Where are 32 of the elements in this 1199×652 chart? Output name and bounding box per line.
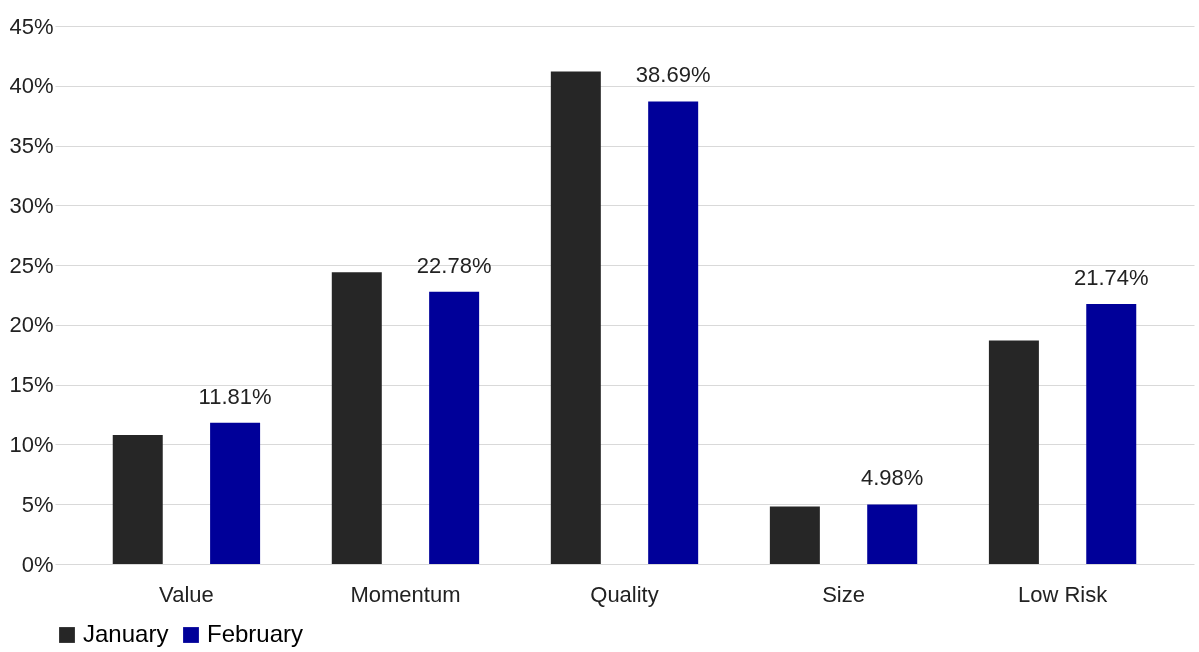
y-tick-label: 25% (9, 252, 54, 278)
x-tick-label: Quality (590, 581, 659, 607)
data-label: 11.81% (198, 383, 272, 409)
x-tick-label: Size (822, 581, 865, 607)
bar (331, 272, 382, 564)
y-tick-label: 10% (9, 431, 54, 457)
y-tick-label: 5% (21, 491, 54, 517)
x-tick-label: Momentum (350, 581, 461, 607)
bar (429, 291, 480, 564)
legend-label: February (207, 620, 304, 647)
data-label: 38.69% (635, 62, 711, 88)
y-tick-label: 20% (9, 312, 54, 338)
x-tick-label: Value (159, 581, 214, 607)
bar (210, 422, 261, 564)
y-tick-label: 15% (9, 372, 54, 398)
y-tick-label: 30% (9, 192, 54, 218)
data-label: 4.98% (861, 465, 924, 491)
bar (1086, 304, 1137, 564)
y-tick-label: 35% (9, 133, 54, 159)
y-tick-label: 0% (21, 551, 54, 577)
legend-label: January (83, 620, 169, 647)
bar (550, 71, 601, 564)
bar (867, 504, 918, 564)
data-label: 21.74% (1073, 265, 1149, 291)
bar (988, 340, 1039, 564)
bar (769, 506, 820, 564)
x-tick-label: Low Risk (1017, 581, 1109, 607)
bar (648, 101, 699, 564)
data-label: 22.78% (416, 252, 492, 278)
y-tick-label: 40% (9, 73, 54, 99)
bar (112, 434, 163, 564)
y-tick-label: 45% (9, 13, 54, 39)
